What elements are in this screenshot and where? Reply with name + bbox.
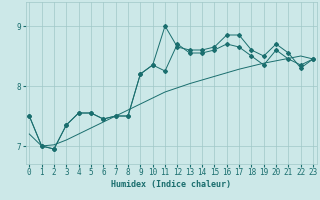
X-axis label: Humidex (Indice chaleur): Humidex (Indice chaleur) bbox=[111, 180, 231, 189]
